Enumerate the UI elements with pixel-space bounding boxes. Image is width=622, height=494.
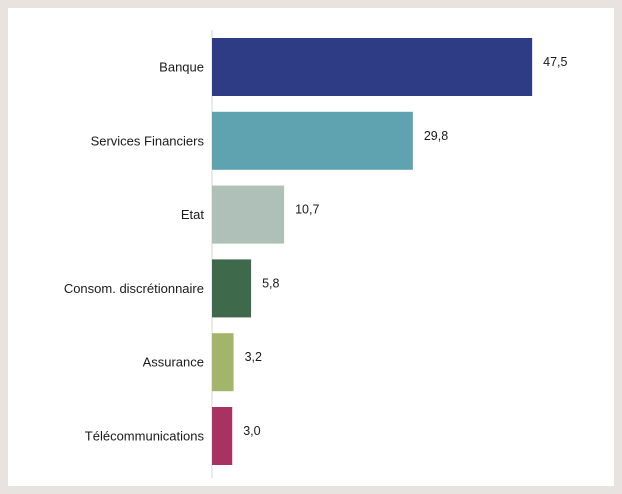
bar [212,185,285,244]
value-label: 10,7 [295,203,319,217]
bar [212,259,252,318]
category-label: Services Financiers [91,133,205,148]
bar [212,333,234,392]
bar [212,38,533,96]
value-label: 47,5 [543,55,567,69]
category-label: Banque [159,60,204,75]
value-label: 3,0 [243,424,260,438]
bar [212,111,413,170]
value-label: 3,2 [245,350,262,364]
chart-frame: Banque 47,5 Services Financiers 29,8 Etat 10,… [8,8,614,486]
bar-chart: Banque 47,5 Services Financiers 29,8 Etat 10,… [64,30,568,478]
category-label: Assurance [143,355,204,370]
category-label: Etat [181,207,205,222]
bar [212,407,233,465]
value-label: 5,8 [262,276,279,290]
category-label: Télécommunications [85,429,205,444]
category-label: Consom. discrétionnaire [64,281,204,296]
value-label: 29,8 [424,129,448,143]
